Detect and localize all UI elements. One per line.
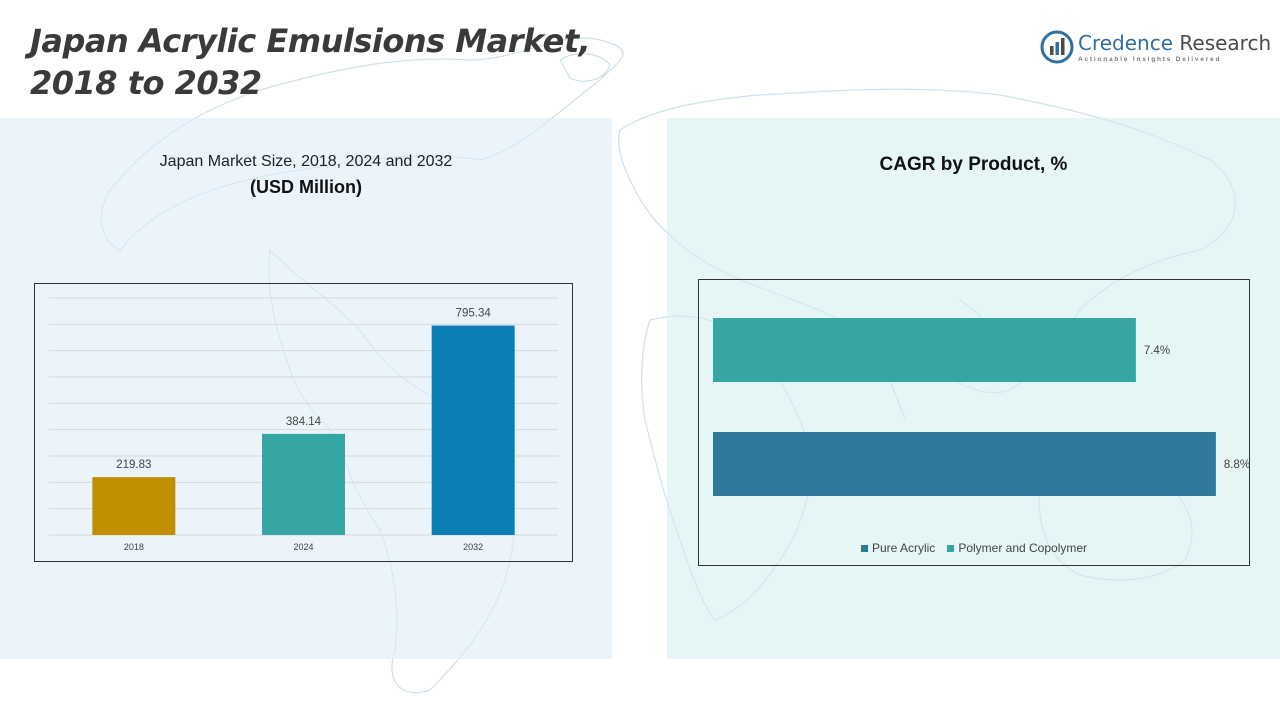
cagr-chart-svg: 8.8% 7.4% <box>713 318 1249 496</box>
hbar-pure-acrylic <box>713 432 1216 496</box>
hbar-value-label: 7.4% <box>1144 345 1170 357</box>
page-title: Japan Acrylic Emulsions Market, 2018 to … <box>30 20 591 104</box>
bar-value-label: 219.83 <box>116 459 151 471</box>
brand-name-part-2: Research <box>1179 31 1272 55</box>
legend-swatch <box>860 544 868 552</box>
cagr-title: CAGR by Product, % <box>879 154 1068 175</box>
brand-tagline: Actionable Insights Delivered <box>1078 56 1222 63</box>
cagr-legend: Pure Acrylic Polymer and Copolymer <box>699 541 1249 555</box>
hbar-value-label: 8.8% <box>1224 459 1249 471</box>
bar-2032 <box>431 325 515 535</box>
market-size-subtitle: Japan Market Size, 2018, 2024 and 2032 <box>159 153 453 170</box>
page-title-line-1: Japan Acrylic Emulsions Market, <box>30 22 591 60</box>
bar-chart-globe-icon <box>1040 30 1074 64</box>
legend-item: Pure Acrylic <box>860 541 936 555</box>
bar-value-label: 384.14 <box>286 416 322 428</box>
legend-item: Polymer and Copolymer <box>947 541 1087 555</box>
x-tick-label: 2018 <box>124 542 144 552</box>
legend-swatch <box>947 544 955 552</box>
market-size-chart-svg: 219.83 2018 384.14 2024 795.34 2032 <box>49 297 558 552</box>
bar-2018 <box>92 477 176 535</box>
brand-name-part-1: Credence <box>1078 31 1174 55</box>
brand-name: Credence Research <box>1078 31 1271 55</box>
market-size-unit: (USD Million) <box>250 177 362 197</box>
bar-value-label: 795.34 <box>456 308 492 320</box>
brand-logo[interactable]: Credence Research Actionable Insights De… <box>1040 30 1271 64</box>
legend-label: Polymer and Copolymer <box>958 541 1088 555</box>
market-size-chart: 219.83 2018 384.14 2024 795.34 2032 <box>34 283 573 562</box>
legend-label: Pure Acrylic <box>871 541 936 555</box>
bar-2024 <box>262 433 345 535</box>
page-title-line-2: 2018 to 2032 <box>30 64 262 102</box>
x-tick-label: 2032 <box>463 542 483 552</box>
hbar-polymer-and-copolymer <box>713 318 1136 382</box>
cagr-chart: 8.8% 7.4% Pure Acrylic Polymer and Copolym… <box>698 279 1250 566</box>
cagr-panel <box>667 118 1280 659</box>
x-tick-label: 2024 <box>293 542 313 552</box>
